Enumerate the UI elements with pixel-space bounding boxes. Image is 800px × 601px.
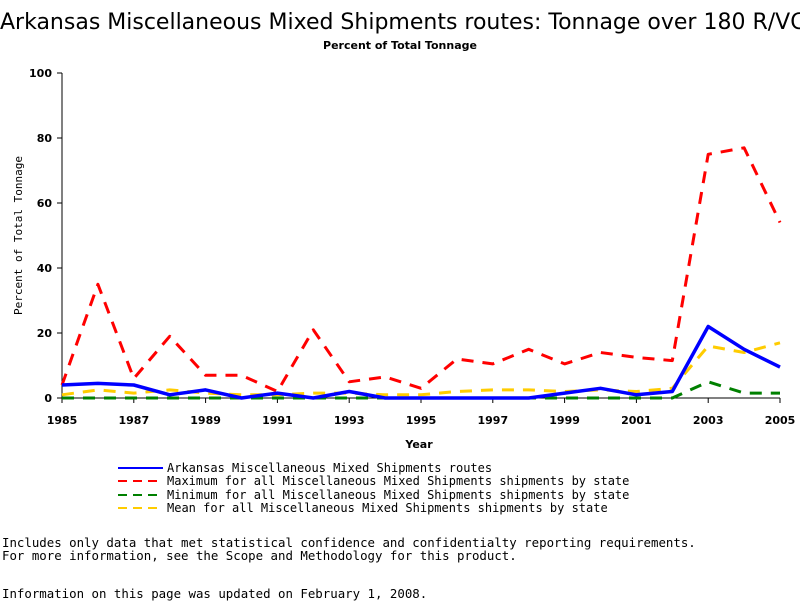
legend-swatch-arkansas <box>118 466 163 469</box>
y-tick-label-20: 20 <box>37 327 53 340</box>
x-tick-label-2001: 2001 <box>621 414 652 427</box>
y-axis-label: Percent of Total Tonnage <box>12 156 25 315</box>
series-line-maximum <box>60 146 782 393</box>
x-tick-label-1991: 1991 <box>262 414 293 427</box>
chart-title: Arkansas Miscellaneous Mixed Shipments r… <box>0 10 800 35</box>
x-tick-label-1995: 1995 <box>406 414 437 427</box>
legend-item-arkansas: Arkansas Miscellaneous Mixed Shipments r… <box>118 461 629 475</box>
x-tick-label-1997: 1997 <box>477 414 508 427</box>
x-tick-label-2005: 2005 <box>765 414 796 427</box>
y-tick-label-80: 80 <box>37 132 53 145</box>
note-confidence: Includes only data that met statistical … <box>2 535 696 550</box>
chart-subtitle: Percent of Total Tonnage <box>323 39 477 52</box>
x-tick-label-1985: 1985 <box>47 414 78 427</box>
legend-label-mean: Mean for all Miscellaneous Mixed Shipmen… <box>167 501 608 516</box>
y-tick-label-40: 40 <box>37 262 53 275</box>
legend-item-mean: Mean for all Miscellaneous Mixed Shipmen… <box>118 501 629 516</box>
legend-label-maximum: Maximum for all Miscellaneous Mixed Ship… <box>167 474 630 489</box>
y-tick-label-100: 100 <box>29 67 52 80</box>
legend-item-maximum: Maximum for all Miscellaneous Mixed Ship… <box>118 474 630 489</box>
x-axis-label: Year <box>404 438 433 451</box>
legend-swatch-minimum <box>118 493 163 496</box>
series-line-arkansas <box>61 324 781 400</box>
x-tick-label-1993: 1993 <box>334 414 365 427</box>
legend-label-arkansas: Arkansas Miscellaneous Mixed Shipments r… <box>167 460 493 475</box>
series-line-mean <box>61 341 781 397</box>
line-chart: 0 20 40 60 80 100 1985 1987 1989 1991 1993 1995 1997… <box>12 67 796 451</box>
x-tick-label-1989: 1989 <box>190 414 221 427</box>
x-tick-label-2003: 2003 <box>693 414 724 427</box>
x-tick-label-1987: 1987 <box>118 414 149 427</box>
note-methodology: For more information, see the Scope and … <box>2 548 517 563</box>
y-tick-label-60: 60 <box>37 197 53 210</box>
legend-swatch-maximum <box>118 480 163 483</box>
legend: Arkansas Miscellaneous Mixed Shipments r… <box>118 461 629 515</box>
legend-swatch-mean <box>118 507 163 510</box>
x-tick-label-1999: 1999 <box>549 414 580 427</box>
y-tick-label-0: 0 <box>44 392 52 405</box>
legend-label-minimum: Minimum for all Miscellaneous Mixed Ship… <box>167 487 630 502</box>
note-updated: Information on this page was updated on … <box>2 586 428 601</box>
legend-item-minimum: Minimum for all Miscellaneous Mixed Ship… <box>118 488 629 502</box>
